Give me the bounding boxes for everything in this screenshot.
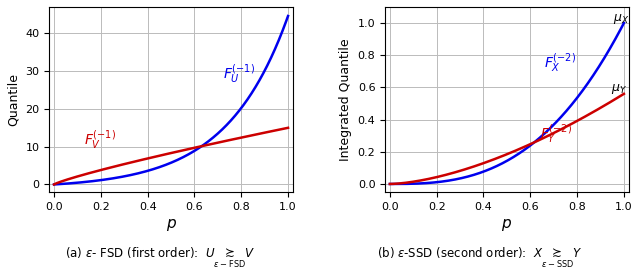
Text: $F_Y^{(-2)}$: $F_Y^{(-2)}$ — [540, 123, 572, 145]
Text: $\mu_X$: $\mu_X$ — [613, 13, 630, 26]
Text: (b) $\varepsilon$-SSD (second order):  $X \underset{\varepsilon-\mathrm{SSD}}{\s: (b) $\varepsilon$-SSD (second order): $X… — [377, 246, 583, 270]
Text: $F_X^{(-2)}$: $F_X^{(-2)}$ — [545, 52, 576, 75]
Text: $\mu_Y$: $\mu_Y$ — [611, 82, 627, 96]
Y-axis label: Quantile: Quantile — [7, 73, 20, 126]
Text: $F_U^{(-1)}$: $F_U^{(-1)}$ — [223, 63, 255, 85]
X-axis label: $p$: $p$ — [166, 217, 177, 233]
X-axis label: $p$: $p$ — [501, 217, 513, 233]
Text: $F_V^{(-1)}$: $F_V^{(-1)}$ — [84, 129, 116, 151]
Text: (a) $\varepsilon$- FSD (first order):  $U \underset{\varepsilon-\mathrm{FSD}}{\s: (a) $\varepsilon$- FSD (first order): $U… — [65, 246, 255, 270]
Y-axis label: Integrated Quantile: Integrated Quantile — [339, 38, 352, 161]
